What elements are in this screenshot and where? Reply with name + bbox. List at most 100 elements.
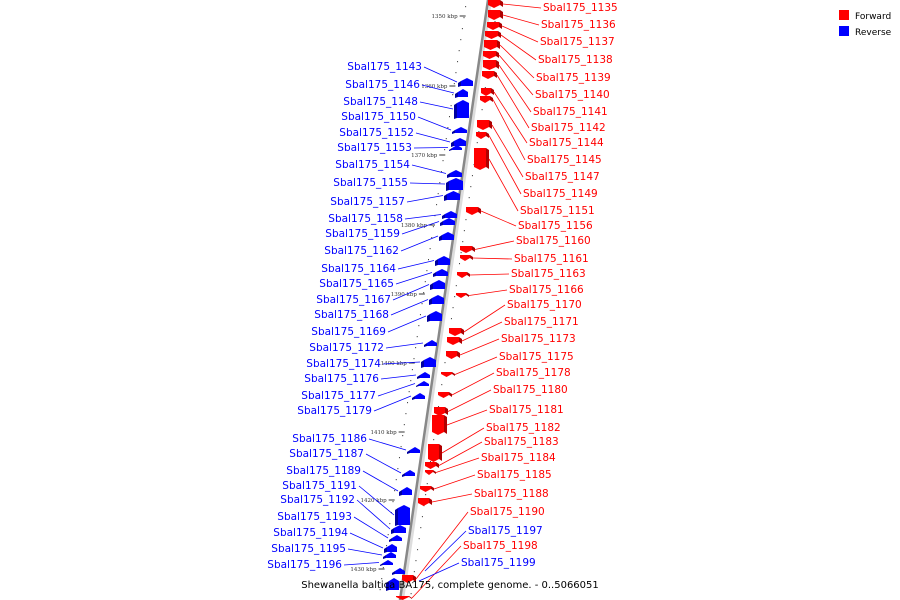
reverse-gene-label: Sbal175_1179	[297, 405, 372, 417]
forward-gene-23	[434, 407, 448, 416]
reverse-gene-14	[430, 280, 445, 290]
reverse-gene-label: Sbal175_1168	[314, 309, 389, 321]
forward-gene-label: Sbal175_1141	[533, 106, 608, 118]
forward-gene-20	[446, 351, 460, 359]
tick-3: 1380 kbp	[401, 223, 435, 229]
reverse-gene-label: Sbal175_1165	[319, 278, 394, 290]
reverse-gene-label: Sbal175_1174	[306, 358, 381, 370]
reverse-gene-19	[417, 372, 430, 379]
reverse-gene-label: Sbal175_1157	[330, 196, 405, 208]
tick-8: 1430 kbp	[350, 567, 385, 573]
forward-gene-label: Sbal175_1166	[509, 284, 584, 296]
reverse-gene-label: Sbal175_1155	[333, 177, 408, 189]
forward-gene-label: Sbal175_1175	[499, 351, 574, 363]
forward-gene-0	[488, 0, 503, 8]
reverse-gene-21	[412, 393, 425, 400]
reverse-gene-9	[442, 211, 457, 219]
forward-gene-label: Sbal175_1147	[525, 171, 600, 183]
reverse-gene-29	[383, 552, 396, 559]
forward-gene-label: Sbal175_1138	[538, 54, 613, 66]
reverse-gene-label: Sbal175_1143	[347, 61, 422, 73]
reverse-gene-18	[421, 357, 436, 368]
forward-gene-30	[402, 575, 416, 583]
reverse-gene-3	[452, 127, 467, 134]
forward-gene-label: Sbal175_1188	[474, 488, 549, 500]
tick-4: 1390 kbp	[391, 292, 425, 298]
reverse-gene-22	[407, 447, 420, 454]
reverse-gene-32	[386, 578, 399, 591]
forward-gene-label: Sbal175_1183	[484, 436, 559, 448]
reverse-gene-1	[455, 89, 468, 98]
map-title: Shewanella baltica BA175, complete genom…	[301, 580, 599, 591]
forward-gene-label: Sbal175_1198	[463, 540, 538, 552]
forward-gene-24	[432, 415, 447, 435]
reverse-gene-2	[454, 100, 469, 119]
forward-gene-label: Sbal175_1170	[507, 299, 582, 311]
forward-gene-18	[449, 328, 464, 336]
reverse-gene-15	[429, 295, 444, 305]
forward-gene-label: Sbal175_1156	[518, 220, 593, 232]
reverse-gene-label: Sbal175_1172	[309, 342, 384, 354]
tick-label: 1430 kbp	[350, 567, 377, 573]
forward-gene-3	[485, 31, 501, 39]
forward-gene-26	[425, 462, 439, 469]
reverse-gene-24	[399, 487, 412, 496]
forward-gene-2	[487, 22, 502, 30]
forward-gene-22	[438, 392, 452, 398]
forward-gene-label: Sbal175_1190	[470, 506, 545, 518]
forward-gene-4	[484, 40, 500, 50]
reverse-gene-label: Sbal175_1148	[343, 96, 418, 108]
forward-gene-label: Sbal175_1142	[531, 122, 606, 134]
forward-gene-label: Sbal175_1136	[541, 19, 616, 31]
reverse-gene-label: Sbal175_1177	[301, 390, 376, 402]
forward-gene-label: Sbal175_1160	[516, 235, 591, 247]
forward-gene-label: Sbal175_1140	[535, 89, 610, 101]
reverse-gene-8	[444, 191, 460, 201]
forward-gene-9	[480, 96, 493, 103]
forward-gene-21	[441, 372, 455, 377]
reverse-gene-30	[380, 560, 393, 566]
reverse-gene-label: Sbal175_1187	[289, 448, 364, 460]
reverse-gene-26	[391, 525, 406, 534]
reverse-gene-13	[433, 269, 448, 277]
reverse-gene-0	[458, 78, 473, 87]
forward-gene-label: Sbal175_1139	[536, 72, 611, 84]
reverse-gene-5	[449, 145, 462, 151]
reverse-gene-23	[402, 470, 415, 477]
legend-forward-label: Forward	[855, 12, 891, 22]
reverse-gene-label: Sbal175_1195	[271, 543, 346, 555]
reverse-gene-16	[427, 311, 442, 322]
forward-gene-28	[420, 486, 434, 492]
reverse-gene-label: Sbal175_1176	[304, 373, 379, 385]
tick-label: 1360 kbp	[421, 84, 448, 90]
reverse-gene-label: Sbal175_1146	[345, 79, 420, 91]
reverse-gene-label: Sbal175_1196	[267, 559, 342, 571]
reverse-gene-label: Sbal175_1150	[341, 111, 416, 123]
forward-gene-1	[488, 10, 503, 20]
forward-gene-29	[418, 498, 432, 506]
reverse-gene-label: Sbal175_1164	[321, 263, 396, 275]
forward-gene-14	[460, 246, 475, 253]
tick-label: 1370 kbp	[411, 153, 438, 159]
forward-gene-label: Sbal175_1151	[520, 205, 595, 217]
forward-gene-label: Sbal175_1163	[511, 268, 586, 280]
forward-gene-13	[466, 207, 481, 215]
reverse-gene-label: Sbal175_1192	[280, 494, 355, 506]
tick-label: 1420 kbp	[361, 498, 388, 504]
reverse-gene-label: Sbal175_1191	[282, 480, 357, 492]
reverse-gene-20	[416, 381, 429, 387]
tick-label: 1400 kbp	[381, 361, 408, 367]
forward-gene-16	[457, 272, 470, 278]
legend: Forward Reverse	[839, 10, 892, 38]
forward-gene-label: Sbal175_1145	[527, 154, 602, 166]
tick-6: 1410 kbp	[371, 430, 405, 436]
forward-gene-label: Sbal175_1137	[540, 36, 615, 48]
forward-gene-5	[483, 51, 499, 59]
reverse-gene-label: Sbal175_1158	[328, 213, 403, 225]
forward-gene-15	[460, 255, 473, 261]
gene-layer	[380, 0, 503, 600]
forward-gene-17	[456, 293, 469, 298]
tick-label: 1380 kbp	[401, 223, 428, 229]
forward-gene-label: Sbal175_1144	[529, 137, 604, 149]
reverse-gene-label: Sbal175_1169	[311, 326, 386, 338]
